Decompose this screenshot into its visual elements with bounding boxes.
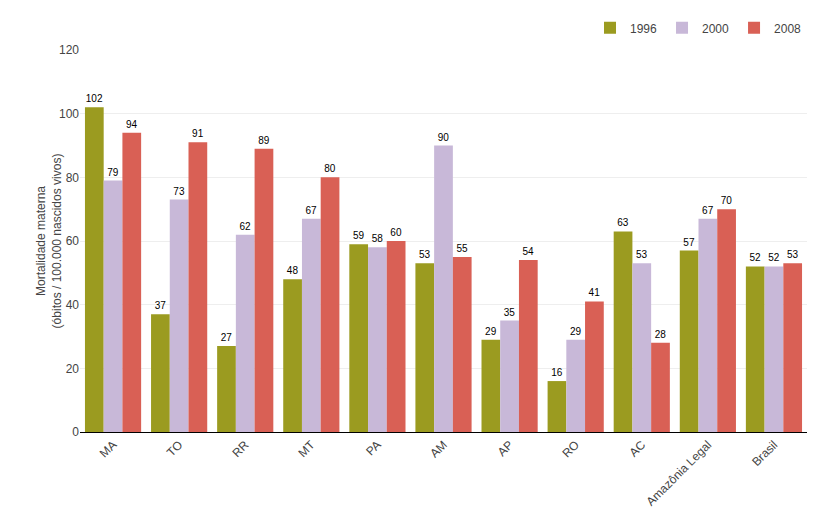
svg-text:53: 53 <box>419 249 431 260</box>
svg-text:94: 94 <box>126 119 138 130</box>
svg-text:RO: RO <box>559 438 582 461</box>
svg-text:AP: AP <box>495 438 516 459</box>
svg-text:Brasil: Brasil <box>749 438 780 469</box>
svg-text:53: 53 <box>636 249 648 260</box>
svg-text:52: 52 <box>768 252 780 263</box>
svg-text:58: 58 <box>372 233 384 244</box>
svg-text:73: 73 <box>173 186 185 197</box>
svg-text:29: 29 <box>485 326 497 337</box>
svg-text:48: 48 <box>287 265 299 276</box>
svg-text:90: 90 <box>438 132 450 143</box>
svg-text:91: 91 <box>192 128 204 139</box>
svg-text:55: 55 <box>456 243 468 254</box>
svg-text:79: 79 <box>107 167 119 178</box>
svg-text:TO: TO <box>164 438 186 460</box>
svg-text:120: 120 <box>59 43 79 57</box>
svg-text:102: 102 <box>86 93 103 104</box>
svg-text:41: 41 <box>589 287 601 298</box>
svg-text:20: 20 <box>66 362 80 376</box>
svg-text:0: 0 <box>72 425 79 439</box>
svg-text:40: 40 <box>66 298 80 312</box>
svg-text:AM: AM <box>427 438 450 461</box>
svg-text:AC: AC <box>626 438 648 460</box>
svg-text:60: 60 <box>66 234 80 248</box>
svg-text:80: 80 <box>66 171 80 185</box>
svg-text:35: 35 <box>504 307 516 318</box>
svg-text:100: 100 <box>59 107 79 121</box>
svg-text:1996: 1996 <box>630 22 657 36</box>
svg-text:57: 57 <box>683 237 695 248</box>
svg-text:63: 63 <box>617 217 629 228</box>
svg-text:Amazônia Legal: Amazônia Legal <box>643 438 714 509</box>
svg-text:29: 29 <box>570 326 582 337</box>
svg-text:MT: MT <box>296 437 319 460</box>
svg-text:37: 37 <box>155 300 167 311</box>
svg-text:28: 28 <box>655 329 667 340</box>
svg-text:60: 60 <box>390 227 402 238</box>
svg-text:RR: RR <box>229 438 251 460</box>
svg-text:Mortalidade materna(óbitos / 1: Mortalidade materna(óbitos / 100.000 nas… <box>34 154 64 329</box>
svg-text:52: 52 <box>749 252 761 263</box>
svg-text:67: 67 <box>702 205 714 216</box>
svg-text:PA: PA <box>363 438 384 459</box>
svg-text:62: 62 <box>239 221 251 232</box>
svg-text:89: 89 <box>258 135 270 146</box>
svg-text:27: 27 <box>221 332 233 343</box>
svg-text:16: 16 <box>551 367 563 378</box>
svg-text:53: 53 <box>787 249 799 260</box>
svg-text:80: 80 <box>324 163 336 174</box>
svg-text:67: 67 <box>306 205 318 216</box>
svg-text:70: 70 <box>721 195 733 206</box>
svg-text:59: 59 <box>353 230 365 241</box>
svg-text:MA: MA <box>97 438 120 461</box>
svg-text:2000: 2000 <box>702 22 729 36</box>
svg-text:54: 54 <box>523 246 535 257</box>
svg-text:2008: 2008 <box>774 22 801 36</box>
